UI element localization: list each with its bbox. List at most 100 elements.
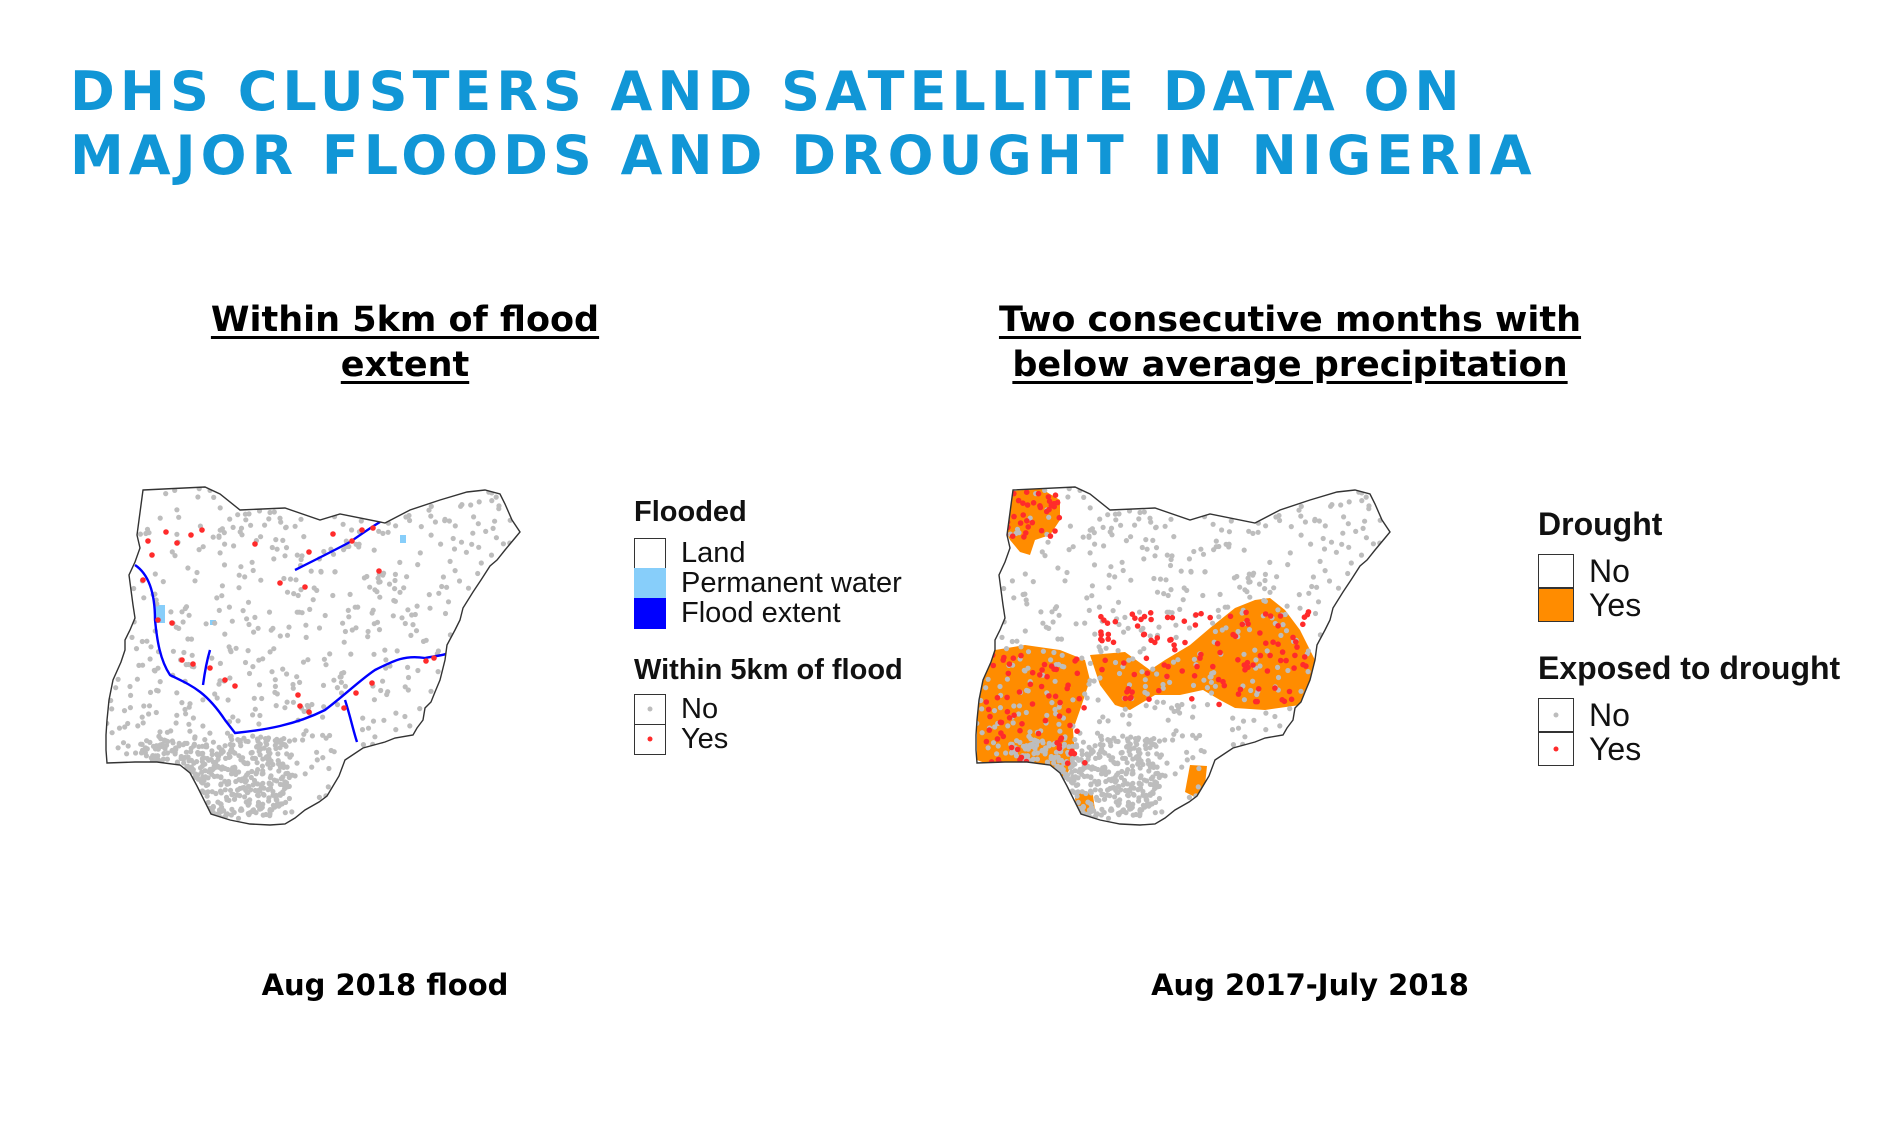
cluster-point-yes: [1182, 639, 1188, 646]
cluster-point-no: [1055, 565, 1061, 571]
cluster-point-no: [188, 749, 194, 755]
cluster-point-yes: [376, 568, 382, 574]
cluster-point-no: [1141, 509, 1147, 515]
cluster-point-no: [284, 671, 290, 677]
cluster-point-no: [1328, 503, 1334, 509]
cluster-point-no: [188, 636, 195, 642]
cluster-point-no: [181, 760, 187, 766]
cluster-point-no: [367, 584, 373, 590]
cluster-point-no: [1106, 585, 1112, 591]
cluster-point-yes: [1121, 660, 1127, 666]
cluster-point-no: [1016, 711, 1022, 717]
cluster-point-yes: [149, 552, 155, 558]
cluster-point-no: [1106, 572, 1112, 578]
cluster-point-no: [1173, 622, 1179, 628]
cluster-point-no: [227, 787, 234, 793]
cluster-point-no: [1200, 592, 1206, 599]
drought-map: [975, 486, 1391, 826]
cluster-point-no: [277, 633, 283, 639]
cluster-point-no: [170, 648, 176, 654]
cluster-point-no: [294, 552, 300, 558]
cluster-point-no: [199, 788, 205, 794]
cluster-point-no: [200, 697, 206, 703]
legend-label-within-no: No: [681, 692, 719, 725]
cluster-point-yes: [1038, 527, 1045, 534]
cluster-point-no: [251, 629, 257, 635]
cluster-point-no: [1118, 522, 1124, 528]
cluster-point-no: [1122, 787, 1128, 794]
cluster-point-no: [146, 530, 152, 536]
cluster-point-no: [1022, 628, 1028, 634]
cluster-point-no: [1110, 608, 1116, 614]
cluster-point-no: [1193, 735, 1199, 741]
cluster-point-no: [1162, 523, 1168, 529]
exposed-no-swatch: [1538, 698, 1574, 732]
legend-item-drought-no: No: [1538, 553, 1878, 589]
cluster-point-no: [211, 494, 217, 500]
cluster-point-no: [1208, 679, 1214, 685]
cluster-point-yes: [1198, 610, 1204, 617]
cluster-point-no: [1160, 699, 1166, 705]
cluster-point-no: [444, 584, 450, 590]
cluster-point-no: [364, 573, 370, 580]
cluster-point-yes: [1112, 618, 1119, 625]
cluster-point-yes: [1250, 662, 1256, 668]
cluster-point-no: [341, 639, 347, 645]
cluster-point-yes: [1037, 503, 1043, 509]
cluster-point-no: [330, 551, 337, 557]
cluster-point-no: [1143, 745, 1149, 752]
cluster-point-no: [1296, 507, 1302, 513]
cluster-point-yes: [1024, 518, 1030, 524]
cluster-point-no: [1040, 648, 1046, 654]
cluster-point-no: [393, 710, 399, 716]
cluster-point-no: [1147, 515, 1153, 521]
cluster-point-no: [222, 778, 228, 784]
gray-dot-icon: [647, 706, 653, 712]
clusters-no-layer: [976, 487, 1383, 821]
cluster-point-no: [1146, 768, 1152, 774]
cluster-point-yes: [1270, 639, 1276, 645]
cluster-point-no: [141, 595, 147, 601]
cluster-point-no: [188, 757, 194, 763]
cluster-point-no: [1098, 733, 1104, 739]
cluster-point-yes: [377, 515, 383, 521]
cluster-point-no: [1154, 699, 1160, 705]
cluster-point-no: [220, 749, 226, 755]
cluster-point-yes: [1044, 673, 1050, 680]
cluster-point-no: [250, 807, 257, 813]
cluster-point-no: [1340, 530, 1346, 536]
cluster-point-no: [258, 534, 264, 540]
cluster-point-no: [1338, 502, 1344, 508]
cluster-point-no: [1105, 815, 1112, 821]
cluster-point-no: [300, 737, 306, 743]
cluster-point-no: [299, 610, 305, 616]
cluster-point-no: [1137, 765, 1143, 771]
cluster-point-yes: [1286, 688, 1293, 695]
cluster-point-no: [178, 753, 184, 760]
cluster-point-no: [310, 597, 316, 603]
cluster-point-no: [1320, 535, 1326, 542]
cluster-point-yes: [1300, 661, 1306, 668]
cluster-point-no: [284, 632, 291, 638]
cluster-point-no: [259, 782, 265, 788]
cluster-point-no: [397, 559, 403, 565]
cluster-point-no: [140, 720, 146, 726]
cluster-point-yes: [1038, 683, 1045, 690]
cluster-point-no: [1116, 800, 1122, 806]
cluster-point-no: [241, 784, 247, 791]
permanent-water-patch: [400, 535, 406, 543]
drought-heading-line-1: Two consecutive months with: [998, 300, 1582, 340]
cluster-point-no: [246, 670, 253, 677]
cluster-point-no: [1105, 787, 1111, 793]
cluster-point-no: [406, 512, 412, 519]
cluster-point-yes: [1011, 712, 1017, 718]
cluster-point-no: [282, 705, 288, 711]
cluster-point-no: [181, 649, 187, 656]
cluster-point-no: [1131, 792, 1137, 798]
cluster-point-no: [1092, 631, 1098, 637]
cluster-point-no: [303, 634, 309, 640]
cluster-point-no: [1021, 667, 1027, 673]
cluster-point-no: [353, 625, 359, 631]
cluster-point-no: [1124, 760, 1130, 766]
cluster-point-yes: [1006, 661, 1013, 667]
